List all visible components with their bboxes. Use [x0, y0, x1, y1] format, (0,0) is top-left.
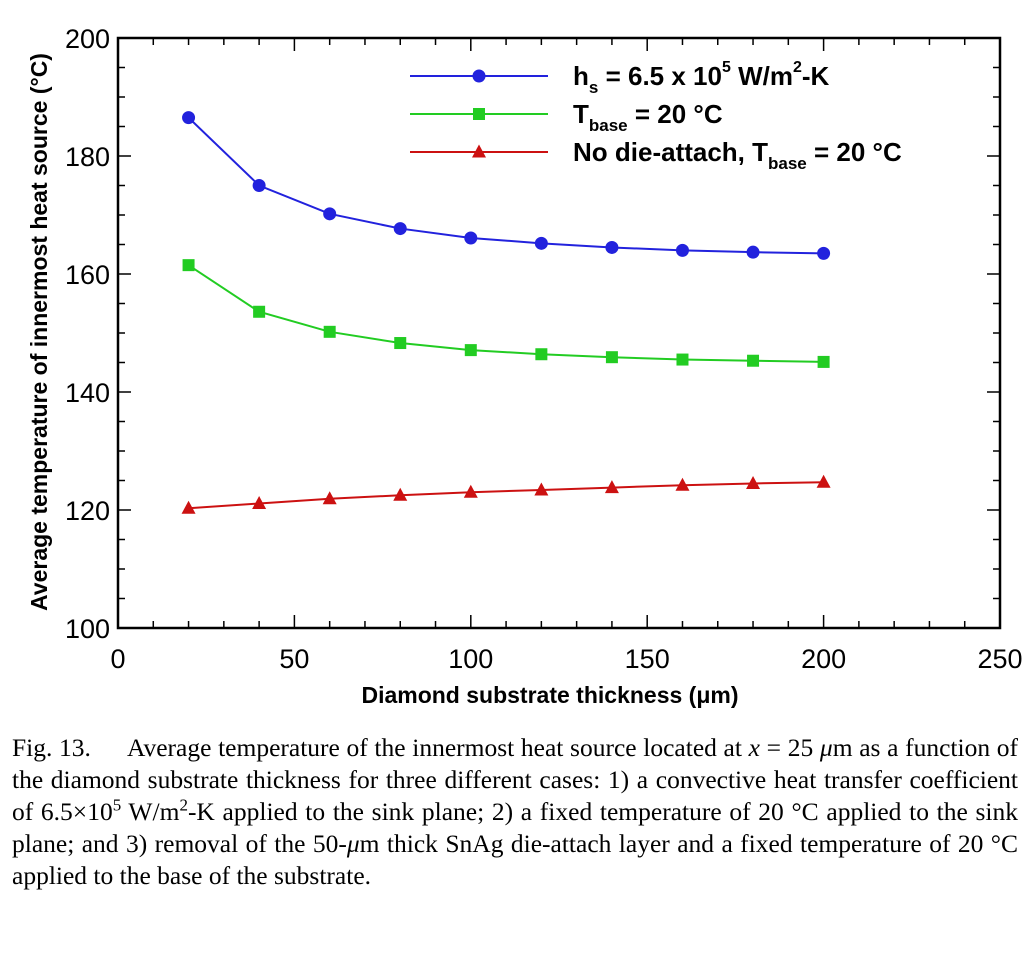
x-tick-label: 150	[625, 644, 670, 674]
data-point-series-3	[322, 491, 337, 505]
data-point-series-3	[252, 496, 267, 510]
data-point-series-1	[393, 222, 407, 236]
data-point-series-1	[534, 236, 548, 250]
data-point-series-2	[394, 337, 407, 350]
legend-marker-3	[472, 144, 486, 158]
x-axis-label: Diamond substrate thickness (μm)	[361, 682, 738, 708]
caption-mu-2: μ	[346, 829, 360, 858]
legend-text-part: T	[573, 99, 589, 129]
x-tick-label: 100	[448, 644, 493, 674]
legend-text-part: base	[589, 116, 628, 135]
data-point-series-2	[747, 354, 760, 367]
data-point-series-2	[605, 351, 618, 364]
data-point-series-3	[534, 482, 549, 496]
series-line-1	[187, 116, 824, 255]
plot-axes	[116, 36, 1002, 630]
legend-text-part: 5	[722, 59, 731, 76]
legend-label-3: No die-attach, Tbase = 20 °C	[573, 137, 902, 173]
figure-caption: Fig. 13. Average temperature of the inner…	[12, 732, 1018, 892]
data-point-series-2	[817, 355, 830, 368]
legend-label-1: hs = 6.5 x 105 W/m2-K	[573, 59, 830, 97]
data-point-series-3	[463, 484, 478, 498]
x-tick-label: 200	[801, 644, 846, 674]
data-point-series-1	[817, 246, 831, 260]
data-point-series-3	[393, 487, 408, 501]
tick-labels: 0 50 100 150 200 250 100 120 140 160 180 200	[65, 24, 1023, 674]
caption-x-symbol: x	[748, 733, 760, 762]
legend-text-part: W/m	[731, 61, 793, 91]
caption-sup-2: 2	[179, 795, 188, 815]
y-tick-label: 180	[65, 142, 110, 172]
legend-text-part: = 20 °C	[628, 99, 723, 129]
data-point-series-2	[676, 353, 689, 366]
caption-text-4: W/m	[121, 797, 180, 826]
legend-text-part: 2	[793, 59, 802, 76]
legend-label-2: Tbase = 20 °C	[573, 99, 723, 135]
legend-marker-2	[473, 108, 485, 120]
x-tick-label: 0	[110, 644, 125, 674]
chart: 0 50 100 150 200 250 100 120 140 160 180 200 Diamon…	[26, 24, 1023, 708]
legend-text-part: s	[589, 78, 598, 97]
y-axis-label: Average temperature of innermost heat so…	[26, 53, 52, 611]
data-point-series-1	[746, 245, 760, 259]
y-tick-label: 140	[65, 378, 110, 408]
data-point-series-1	[464, 231, 478, 245]
caption-text-6: m thick SnAg die-attach layer and a fixe…	[12, 829, 1018, 890]
series-markers	[181, 111, 831, 514]
y-tick-label: 100	[65, 614, 110, 644]
axis-ticks	[117, 37, 1001, 629]
series-line-3	[188, 481, 824, 510]
data-point-series-2	[323, 325, 336, 338]
caption-mu: μ	[819, 733, 833, 762]
data-point-series-3	[816, 474, 831, 488]
y-tick-label: 120	[65, 496, 110, 526]
legend-text-part: = 20 °C	[807, 137, 902, 167]
caption-label: Fig. 13.	[12, 733, 91, 762]
data-point-series-1	[605, 240, 619, 254]
caption-sup-1: 5	[112, 795, 122, 815]
data-point-series-1	[675, 243, 689, 257]
data-point-series-1	[323, 207, 337, 221]
data-point-series-2	[182, 259, 195, 272]
y-tick-label: 160	[65, 260, 110, 290]
data-point-series-1	[252, 179, 266, 192]
x-tick-label: 250	[977, 644, 1022, 674]
data-point-series-1	[182, 111, 196, 125]
series-line-2	[188, 264, 824, 363]
series-lines	[187, 116, 824, 510]
legend-text-part: -K	[802, 61, 830, 91]
data-point-series-2	[535, 348, 548, 361]
legend-text-part: h	[573, 61, 589, 91]
caption-text-3: m as a function of the diamond substrate…	[12, 733, 1018, 826]
legend-text-part: = 6.5 x 10	[598, 61, 722, 91]
data-point-series-2	[464, 344, 477, 357]
legend-text-part: base	[768, 154, 807, 173]
data-point-series-3	[746, 475, 761, 489]
legend-marker-1	[472, 69, 486, 83]
y-tick-label: 200	[65, 24, 110, 54]
legend-text-part: No die-attach, T	[573, 137, 768, 167]
x-tick-label: 50	[279, 644, 309, 674]
data-point-series-2	[253, 305, 266, 318]
caption-text-2: = 25	[759, 733, 820, 762]
data-point-series-3	[181, 500, 196, 514]
data-point-series-3	[604, 480, 619, 494]
data-point-series-3	[675, 477, 690, 491]
caption-text-1: Average temperature of the innermost hea…	[126, 733, 742, 762]
caption-text-5: -K applied to the sink plane; 2) a fixed…	[12, 797, 1019, 858]
plot-frame	[116, 36, 1002, 630]
